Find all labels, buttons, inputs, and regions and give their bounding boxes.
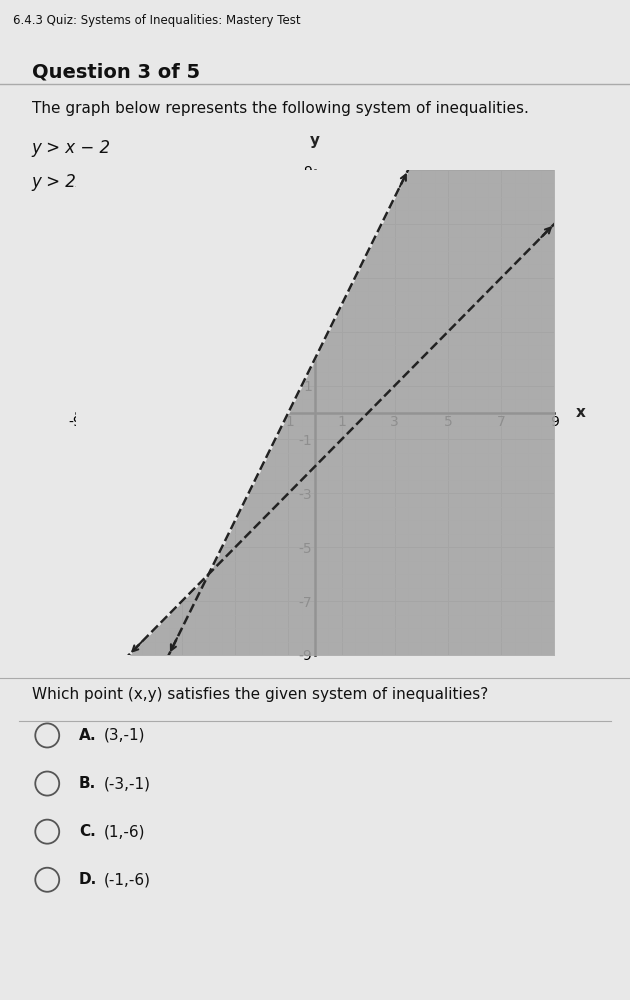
Text: Which point (x,y) satisfies the given system of inequalities?: Which point (x,y) satisfies the given sy… <box>32 687 488 702</box>
Text: D.: D. <box>79 872 97 887</box>
Text: (-3,-1): (-3,-1) <box>104 776 151 791</box>
Text: The graph below represents the following system of inequalities.: The graph below represents the following… <box>32 101 529 116</box>
Text: A.: A. <box>79 728 96 743</box>
Text: (-1,-6): (-1,-6) <box>104 872 151 887</box>
Text: 6.4.3 Quiz: Systems of Inequalities: Mastery Test: 6.4.3 Quiz: Systems of Inequalities: Mas… <box>13 14 301 27</box>
Text: Question 3 of 5: Question 3 of 5 <box>32 62 200 81</box>
Text: x: x <box>576 405 585 420</box>
Text: (1,-6): (1,-6) <box>104 824 146 839</box>
Text: y: y <box>310 133 320 148</box>
Text: C.: C. <box>79 824 96 839</box>
Text: (3,-1): (3,-1) <box>104 728 146 743</box>
Text: y > 2x + 2: y > 2x + 2 <box>32 173 121 191</box>
Text: y > x − 2: y > x − 2 <box>32 139 111 157</box>
Text: B.: B. <box>79 776 96 791</box>
